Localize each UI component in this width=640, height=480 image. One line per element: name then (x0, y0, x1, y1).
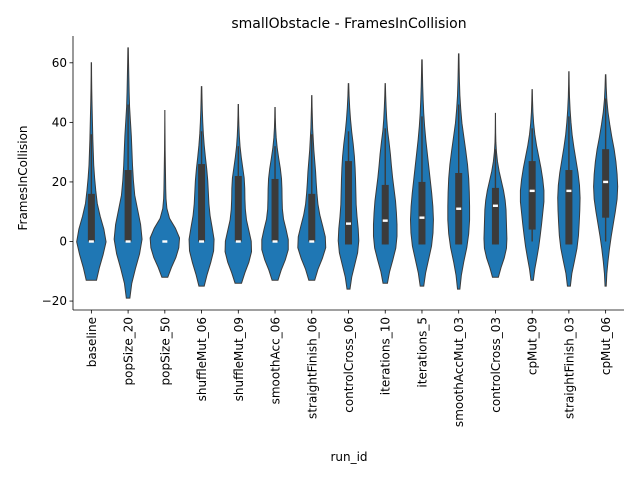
median-marker-controlCross_03 (492, 204, 498, 207)
median-marker-straightFinish_03 (566, 189, 572, 193)
y-axis-label: FramesInCollision (16, 125, 30, 230)
x-axis-label: run_id (330, 450, 367, 464)
iqr-box-straightFinish_06 (308, 193, 316, 242)
x-tick-label: baseline (85, 317, 99, 367)
median-marker-smoothAccMut_03 (456, 207, 462, 210)
x-tick-label: smoothAccMut_03 (452, 317, 466, 427)
median-marker-shuffleMut_06 (199, 240, 205, 243)
iqr-box-baseline (87, 193, 95, 242)
x-tick-label: controlCross_03 (489, 317, 503, 413)
iqr-box-controlCross_06 (345, 161, 352, 245)
median-marker-controlCross_06 (346, 222, 351, 225)
median-marker-popSize_50 (162, 240, 168, 243)
median-marker-smoothAcc_06 (272, 240, 278, 243)
y-tick-label: −20 (42, 294, 67, 308)
x-tick-label: shuffleMut_09 (232, 317, 246, 401)
x-tick-label: smoothAcc_06 (269, 317, 283, 404)
median-marker-cpMut_09 (529, 189, 535, 193)
y-tick-label: 0 (59, 235, 67, 249)
median-marker-popSize_20 (125, 240, 131, 243)
x-axis: baseline popSize_20 popSize_50 shuffleMut_0… (73, 309, 624, 427)
x-tick-label: straightFinish_03 (562, 317, 576, 419)
median-marker-baseline (88, 240, 94, 243)
plot-area (76, 47, 619, 299)
chart-title: smallObstacle - FramesInCollision (231, 16, 466, 32)
median-marker-cpMut_06 (603, 180, 609, 184)
y-tick-label: 20 (52, 175, 67, 189)
x-tick-label: popSize_50 (158, 317, 172, 385)
x-tick-label: shuffleMut_06 (195, 317, 209, 401)
x-tick-label: straightFinish_06 (305, 317, 319, 419)
y-tick-label: 40 (52, 115, 67, 129)
iqr-box-popSize_20 (124, 170, 132, 242)
x-tick-label: iterations_5 (415, 317, 429, 388)
iqr-box-iterations_5 (418, 181, 426, 245)
iqr-box-cpMut_06 (602, 149, 610, 218)
iqr-box-controlCross_03 (491, 187, 499, 245)
y-axis: −20 0 20 40 60 (42, 36, 74, 310)
iqr-box-iterations_10 (381, 184, 389, 245)
iqr-box-smoothAcc_06 (271, 178, 279, 242)
iqr-box-shuffleMut_06 (198, 164, 206, 242)
y-tick-label: 60 (52, 56, 67, 70)
iqr-box-cpMut_09 (528, 161, 536, 230)
x-tick-label: controlCross_06 (342, 317, 356, 413)
median-marker-shuffleMut_09 (235, 240, 241, 243)
median-marker-iterations_10 (382, 219, 388, 222)
iqr-box-shuffleMut_09 (234, 175, 242, 242)
median-marker-iterations_5 (419, 216, 425, 219)
x-tick-label: cpMut_06 (599, 317, 613, 375)
median-marker-straightFinish_06 (309, 240, 315, 243)
x-tick-label: popSize_20 (122, 317, 136, 385)
x-tick-label: iterations_10 (379, 317, 393, 395)
violin-popSize_50 (149, 109, 181, 278)
iqr-box-straightFinish_03 (565, 170, 573, 245)
x-tick-label: cpMut_09 (526, 317, 540, 375)
